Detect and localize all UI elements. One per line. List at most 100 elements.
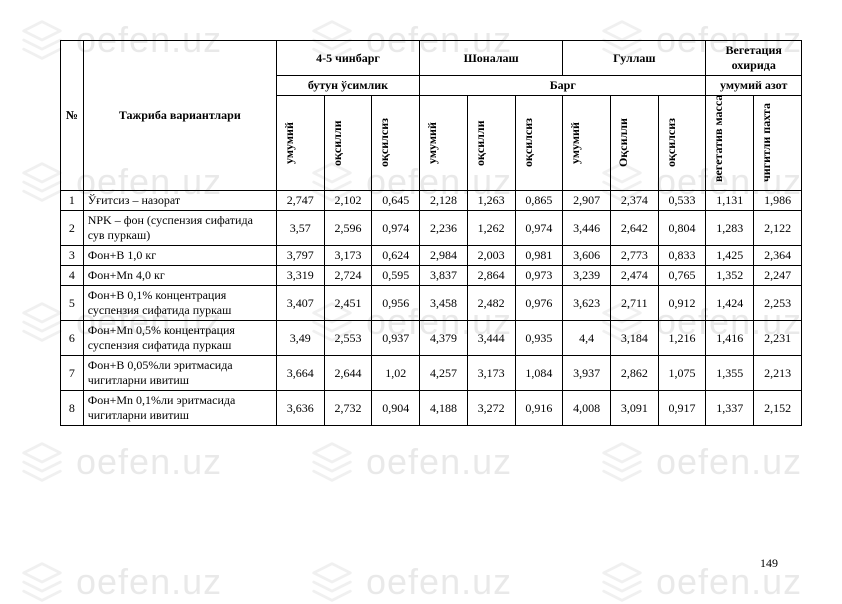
cell-value: 3,091 xyxy=(610,391,658,426)
table-row: 2NPK – фон (суспензия сифатида сув пурка… xyxy=(61,211,802,246)
cell-value: 3,636 xyxy=(276,391,324,426)
cell-value: 1,131 xyxy=(706,191,754,211)
layers-icon xyxy=(310,560,354,604)
cell-value: 3,458 xyxy=(420,286,468,321)
cell-value: 2,596 xyxy=(324,211,372,246)
cell-value: 0,981 xyxy=(515,246,563,266)
cell-value: 0,645 xyxy=(372,191,420,211)
cell-value: 2,984 xyxy=(420,246,468,266)
cell-value: 1,986 xyxy=(754,191,802,211)
row-number: 7 xyxy=(61,356,84,391)
row-number: 8 xyxy=(61,391,84,426)
cell-value: 0,976 xyxy=(515,286,563,321)
cell-value: 1,416 xyxy=(706,321,754,356)
watermark: oefen.uz xyxy=(310,440,512,484)
row-number: 4 xyxy=(61,266,84,286)
cell-value: 3,407 xyxy=(276,286,324,321)
data-table: № Тажриба вариантлари 4-5 чинбарг Шонала… xyxy=(60,40,802,426)
cell-value: 2,213 xyxy=(754,356,802,391)
cell-value: 2,231 xyxy=(754,321,802,356)
cell-value: 2,247 xyxy=(754,266,802,286)
cell-value: 2,732 xyxy=(324,391,372,426)
cell-value: 0,904 xyxy=(372,391,420,426)
cell-value: 2,122 xyxy=(754,211,802,246)
cell-value: 1,02 xyxy=(372,356,420,391)
layers-icon xyxy=(600,440,644,484)
row-number: 3 xyxy=(61,246,84,266)
cell-value: 0,865 xyxy=(515,191,563,211)
cell-value: 4,379 xyxy=(420,321,468,356)
cell-value: 1,355 xyxy=(706,356,754,391)
sub-header-1: бутун ўсимлик xyxy=(276,76,419,96)
cell-value: 1,425 xyxy=(706,246,754,266)
cell-value: 3,937 xyxy=(563,356,611,391)
cell-value: 3,623 xyxy=(563,286,611,321)
cell-value: 0,833 xyxy=(658,246,706,266)
col-header-c11: чигитли пахта xyxy=(754,96,802,191)
layers-icon xyxy=(310,440,354,484)
cell-value: 1,262 xyxy=(467,211,515,246)
table-row: 5Фон+B 0,1% концентрация суспензия сифат… xyxy=(61,286,802,321)
cell-value: 3,49 xyxy=(276,321,324,356)
cell-value: 3,173 xyxy=(324,246,372,266)
table-row: 1Ўғитсиз – назорат2,7472,1020,6452,1281,… xyxy=(61,191,802,211)
cell-value: 0,804 xyxy=(658,211,706,246)
row-number: 2 xyxy=(61,211,84,246)
top-header-4: Вегетация охирида xyxy=(706,41,802,76)
cell-value: 3,837 xyxy=(420,266,468,286)
cell-value: 3,173 xyxy=(467,356,515,391)
sub-header-3: умумий азот xyxy=(706,76,802,96)
table-row: 3Фон+B 1,0 кг3,7973,1730,6242,9842,0030,… xyxy=(61,246,802,266)
row-description: Фон+B 0,1% концентрация суспензия сифати… xyxy=(83,286,276,321)
cell-value: 2,253 xyxy=(754,286,802,321)
cell-value: 4,188 xyxy=(420,391,468,426)
cell-value: 0,624 xyxy=(372,246,420,266)
cell-value: 4,4 xyxy=(563,321,611,356)
cell-value: 1,337 xyxy=(706,391,754,426)
cell-value: 0,765 xyxy=(658,266,706,286)
row-description: Фон+Mn 0,1%ли эритмасида чигитларни ивит… xyxy=(83,391,276,426)
cell-value: 3,272 xyxy=(467,391,515,426)
cell-value: 2,236 xyxy=(420,211,468,246)
cell-value: 2,364 xyxy=(754,246,802,266)
cell-value: 1,263 xyxy=(467,191,515,211)
cell-value: 2,642 xyxy=(610,211,658,246)
row-number: 5 xyxy=(61,286,84,321)
col-header-c4: умумий xyxy=(420,96,468,191)
cell-value: 3,57 xyxy=(276,211,324,246)
row-description: Ўғитсиз – назорат xyxy=(83,191,276,211)
cell-value: 3,446 xyxy=(563,211,611,246)
row-number: 6 xyxy=(61,321,84,356)
col-header-c8: Оқсилли xyxy=(610,96,658,191)
table-row: 8Фон+Mn 0,1%ли эритмасида чигитларни иви… xyxy=(61,391,802,426)
table-row: 6Фон+Mn 0,5% концентрация суспензия сифа… xyxy=(61,321,802,356)
cell-value: 2,152 xyxy=(754,391,802,426)
watermark: oefen.uz xyxy=(20,560,222,604)
col-header-c9: оқсилсиз xyxy=(658,96,706,191)
cell-value: 3,319 xyxy=(276,266,324,286)
watermark-text: oefen.uz xyxy=(366,441,512,483)
sub-header-2: Барг xyxy=(420,76,706,96)
col-header-num: № xyxy=(61,41,84,191)
cell-value: 0,595 xyxy=(372,266,420,286)
cell-value: 1,084 xyxy=(515,356,563,391)
watermark-text: oefen.uz xyxy=(76,441,222,483)
cell-value: 0,973 xyxy=(515,266,563,286)
cell-value: 2,644 xyxy=(324,356,372,391)
watermark-text: oefen.uz xyxy=(656,561,802,603)
col-header-c10: вегетатив масса xyxy=(706,96,754,191)
cell-value: 0,912 xyxy=(658,286,706,321)
col-header-c7: умумий xyxy=(563,96,611,191)
cell-value: 1,352 xyxy=(706,266,754,286)
top-header-3: Гуллаш xyxy=(563,41,706,76)
cell-value: 2,553 xyxy=(324,321,372,356)
cell-value: 3,184 xyxy=(610,321,658,356)
watermark-text: oefen.uz xyxy=(366,561,512,603)
layers-icon xyxy=(20,560,64,604)
col-header-c3: оқсилсиз xyxy=(372,96,420,191)
col-header-c2: оқсилли xyxy=(324,96,372,191)
cell-value: 3,797 xyxy=(276,246,324,266)
cell-value: 1,075 xyxy=(658,356,706,391)
layers-icon xyxy=(20,440,64,484)
row-description: NPK – фон (суспензия сифатида сув пуркаш… xyxy=(83,211,276,246)
